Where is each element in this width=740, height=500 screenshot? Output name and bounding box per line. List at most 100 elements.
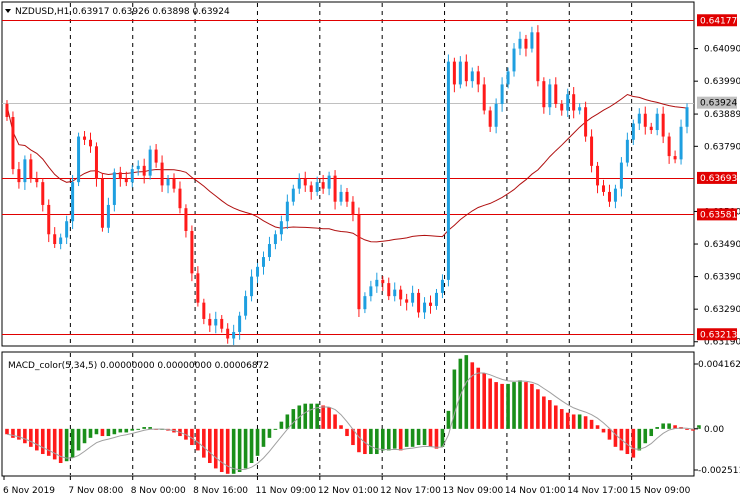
candle-body: [458, 61, 462, 85]
candle-body: [470, 71, 474, 82]
macd-bar: [112, 428, 117, 435]
candle-body: [685, 107, 689, 127]
macd-bar: [142, 427, 146, 429]
candle-body: [160, 162, 164, 186]
macd-bar: [351, 428, 355, 446]
macd-bar: [196, 428, 200, 451]
time-axis: 6 Nov 2019 7 Nov 08:00 8 Nov 00:00 8 Nov 16…: [3, 476, 691, 496]
price-axis: 0.640900.639900.638890.637900.635900.634…: [694, 45, 740, 348]
candle-body: [512, 48, 516, 72]
macd-bar: [661, 423, 665, 429]
candle-body: [673, 156, 677, 160]
candle-body: [184, 208, 188, 231]
candle-body: [142, 165, 146, 176]
macd-bar: [35, 428, 39, 451]
macd-bar: [58, 428, 63, 464]
macd-bar: [231, 428, 236, 474]
candle-body: [315, 182, 319, 192]
macd-bar: [571, 414, 576, 429]
candle-body: [136, 165, 140, 170]
symbol-header[interactable]: NZDUSD,H1 0.63917 0.63926 0.63898 0.6392…: [5, 7, 230, 17]
level-price-tag: [697, 208, 737, 221]
macd-bar: [392, 428, 397, 449]
candle-body: [190, 231, 194, 274]
candle-body: [584, 107, 588, 137]
time-label: 8 Nov 00:00: [131, 486, 186, 496]
candle-body: [423, 302, 427, 313]
price-tick-label: 0.63290: [704, 305, 740, 315]
macd-bar: [237, 428, 242, 473]
macd-bar: [130, 428, 135, 431]
macd-bar: [655, 427, 659, 429]
macd-bar: [422, 428, 427, 446]
macd-bar: [5, 428, 9, 435]
time-label: 12 Nov 17:00: [380, 486, 441, 496]
candle-body: [602, 185, 606, 192]
candle-body: [65, 221, 69, 238]
macd-bar: [601, 428, 606, 433]
macd-bar: [583, 416, 588, 429]
macd-tick-label: -0.002511: [698, 466, 740, 476]
signal-curve: [6, 372, 700, 471]
candle-body: [220, 318, 224, 329]
macd-bar: [494, 382, 498, 429]
candle-body: [256, 266, 260, 277]
macd-title: MACD_color(5,34,5) 0.00000000 0.00000000…: [8, 361, 269, 371]
candle-body: [196, 273, 200, 303]
candle-body: [333, 175, 337, 202]
macd-bar: [673, 425, 677, 429]
macd-bar: [52, 428, 57, 460]
candle-body: [106, 204, 110, 228]
candle-body: [357, 214, 361, 310]
candle-body: [572, 94, 576, 111]
candle-body: [446, 61, 450, 280]
price-tick-label: 0.63390: [704, 273, 740, 283]
macd-bar: [17, 428, 21, 440]
macd-bar: [309, 403, 314, 429]
candle-body: [309, 185, 313, 192]
macd-bar: [697, 425, 701, 429]
candle-body: [440, 279, 444, 293]
candle-body: [130, 169, 134, 183]
candle-body: [363, 296, 367, 310]
time-label: 13 Nov 09:00: [443, 486, 504, 496]
macd-bar: [64, 428, 69, 462]
candle-body: [244, 296, 248, 316]
candle-body: [464, 61, 468, 82]
candle-body: [369, 286, 373, 297]
macd-bar: [369, 428, 373, 455]
macd-bar: [88, 428, 93, 438]
candle-body: [637, 113, 641, 124]
candle-body: [29, 159, 33, 179]
macd-bar: [11, 428, 15, 438]
macd-bar: [261, 428, 266, 447]
candle-body: [345, 191, 349, 202]
candle-body: [118, 172, 122, 179]
macd-bar: [416, 428, 421, 446]
candle-body: [154, 149, 158, 163]
candle-body: [506, 71, 510, 85]
macd-bar: [488, 378, 492, 429]
candle-body: [661, 113, 665, 137]
candle-body: [494, 103, 498, 127]
triangle-down-icon[interactable]: [5, 9, 11, 13]
macd-bar: [512, 382, 516, 429]
macd-bar: [327, 407, 331, 429]
candle-body: [303, 178, 307, 186]
macd-bar: [219, 428, 224, 473]
candle-body: [411, 292, 415, 303]
macd-bar: [46, 428, 51, 456]
level-tag-label: 0.63213: [700, 330, 737, 340]
candle-body: [536, 32, 540, 82]
candle-body: [524, 38, 528, 49]
macd-bar: [321, 405, 325, 429]
symbol-info: NZDUSD,H1 0.63917 0.63926 0.63898 0.6392…: [15, 7, 230, 17]
candle-body: [166, 178, 170, 186]
macd-bar: [315, 403, 319, 429]
candle-body: [77, 136, 81, 183]
price-tick-label: 0.63190: [704, 338, 740, 348]
candle-body: [17, 169, 21, 183]
candle-body: [518, 38, 522, 49]
